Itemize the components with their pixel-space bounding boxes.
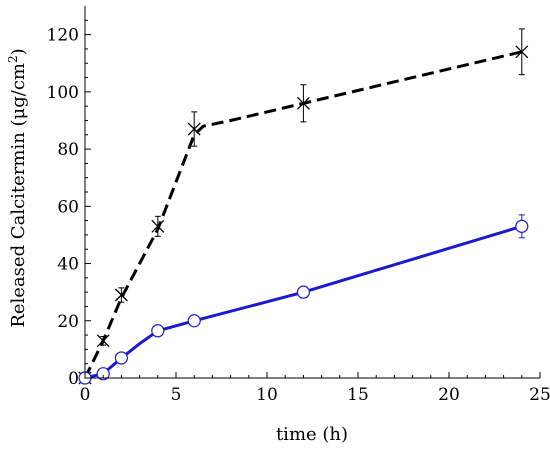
- marker-stroke: [515, 45, 529, 59]
- series-1: [78, 28, 529, 385]
- axes: [84, 6, 540, 379]
- y-tick-label: 0: [68, 369, 79, 389]
- data-point: [96, 334, 110, 348]
- data-point: [187, 314, 201, 328]
- data-point: [296, 285, 310, 299]
- data-point: [515, 45, 529, 59]
- y-axis-title-main: Released Calcitermin (μg/cm: [8, 63, 29, 328]
- x-tick-label: 0: [80, 385, 91, 405]
- y-axis-title-superscript: 2: [6, 55, 20, 63]
- y-axis-title-end: ): [8, 48, 29, 55]
- ticks: 0 5 10 15 20 25 0 20 40 60 80 100 120: [47, 19, 550, 405]
- marker-stroke: [114, 288, 128, 302]
- data-point: [96, 367, 110, 381]
- y-tick-label: 20: [57, 312, 79, 332]
- y-tick-label: 60: [57, 197, 79, 217]
- y-axis-title: Released Calcitermin (μg/cm2): [6, 48, 29, 327]
- data-point: [151, 219, 165, 233]
- data-point: [151, 324, 165, 338]
- x-tick-label: 10: [256, 385, 278, 405]
- series-line: [83, 50, 523, 379]
- data-point: [114, 351, 129, 365]
- data-point: [296, 96, 310, 110]
- data-point: [114, 288, 128, 302]
- x-axis-title: time (h): [276, 424, 348, 445]
- marker-stroke: [296, 96, 310, 110]
- marker-stroke: [96, 334, 110, 348]
- x-tick-label: 5: [171, 385, 182, 405]
- marker-stroke: [187, 122, 201, 136]
- y-tick-label: 120: [47, 26, 79, 46]
- y-tick-label: 40: [57, 255, 79, 275]
- series-line: [84, 224, 523, 380]
- axis-frame: [84, 6, 540, 379]
- x-tick-label: 20: [438, 385, 460, 405]
- y-tick-label: 80: [57, 140, 79, 160]
- marker-stroke: [151, 219, 165, 233]
- plot-area: [78, 28, 529, 385]
- data-point: [187, 122, 201, 136]
- x-tick-label: 15: [347, 385, 369, 405]
- data-point: [515, 219, 529, 233]
- series-2: [78, 214, 529, 385]
- y-tick-label: 100: [47, 83, 79, 103]
- x-tick-label: 25: [529, 385, 550, 405]
